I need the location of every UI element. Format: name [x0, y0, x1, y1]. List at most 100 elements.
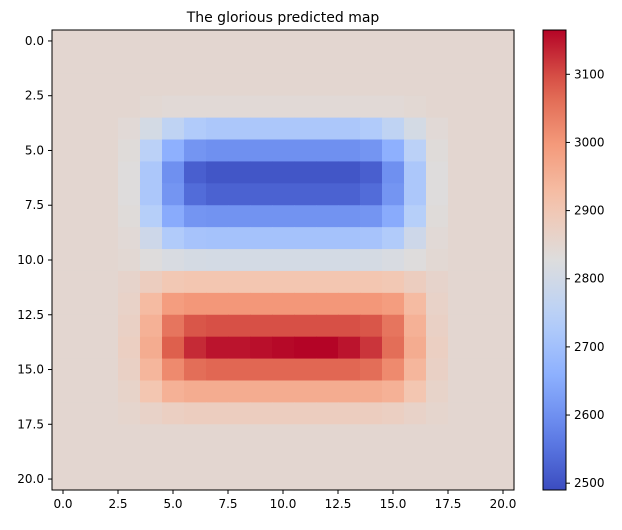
heatmap-cell — [294, 249, 317, 272]
x-tick-label: 10.0 — [270, 497, 297, 511]
y-tick-label: 0.0 — [25, 34, 44, 48]
heatmap-cell — [52, 139, 75, 163]
heatmap-cell — [492, 117, 515, 141]
heatmap-cell — [250, 95, 273, 119]
heatmap-cell — [426, 183, 449, 206]
heatmap-cell — [228, 292, 251, 316]
heatmap-cell — [272, 51, 295, 75]
heatmap-cell — [206, 183, 229, 206]
heatmap-cell — [382, 249, 405, 272]
heatmap-cell — [118, 139, 141, 163]
heatmap-cell — [184, 446, 207, 469]
heatmap-cell — [184, 270, 207, 294]
heatmap-cell — [140, 30, 163, 53]
heatmap-cell — [470, 205, 493, 228]
heatmap-cell — [492, 51, 515, 75]
heatmap-cell — [382, 139, 405, 163]
heatmap-cell — [382, 292, 405, 316]
heatmap-cell — [206, 227, 229, 250]
heatmap-cell — [206, 292, 229, 316]
heatmap-cell — [96, 161, 119, 184]
colorbar-tick-label: 3000 — [574, 135, 605, 149]
heatmap-cell — [382, 183, 405, 206]
heatmap-cell — [228, 117, 251, 141]
heatmap-cell — [316, 468, 339, 491]
heatmap-cell — [228, 402, 251, 425]
heatmap-cell — [426, 446, 449, 469]
heatmap-cell — [96, 270, 119, 294]
heatmap-cell — [250, 468, 273, 491]
heatmap-cell — [360, 95, 383, 119]
heatmap-cell — [250, 73, 273, 97]
heatmap-cell — [162, 30, 185, 53]
heatmap-cell — [272, 117, 295, 141]
heatmap-cell — [338, 314, 361, 338]
heatmap-cell — [272, 292, 295, 316]
heatmap-cell — [206, 468, 229, 491]
heatmap-cell — [360, 183, 383, 206]
heatmap-cell — [206, 402, 229, 425]
heatmap-cell — [206, 446, 229, 469]
colorbar-tick-label: 2800 — [574, 272, 605, 286]
heatmap-cell — [52, 380, 75, 403]
heatmap-cell — [360, 51, 383, 75]
heatmap-cell — [250, 424, 273, 447]
heatmap-cell — [162, 424, 185, 447]
heatmap-cell — [74, 227, 97, 250]
heatmap-cell — [426, 380, 449, 403]
heatmap-cell — [228, 161, 251, 184]
heatmap-cell — [338, 249, 361, 272]
heatmap-cell — [470, 292, 493, 316]
heatmap-cell — [382, 30, 405, 53]
heatmap-cell — [228, 270, 251, 294]
heatmap-cell — [426, 227, 449, 250]
heatmap-cell — [162, 446, 185, 469]
colorbar-axis: 2500 2600 2700 2800 2900 3000 3100 — [566, 67, 605, 490]
heatmap-cell — [404, 446, 427, 469]
heatmap-cell — [162, 183, 185, 206]
heatmap-cell — [162, 73, 185, 97]
heatmap-cell — [360, 336, 383, 360]
heatmap-cell — [338, 161, 361, 184]
heatmap-cell — [360, 424, 383, 447]
heatmap-cell — [184, 30, 207, 53]
heatmap-cell — [338, 51, 361, 75]
heatmap-cell — [74, 402, 97, 425]
heatmap-cell — [294, 424, 317, 447]
heatmap-cell — [492, 30, 515, 53]
heatmap-cell — [272, 446, 295, 469]
heatmap-cell — [382, 117, 405, 141]
heatmap-cell — [96, 205, 119, 228]
heatmap-cell — [360, 139, 383, 163]
heatmap-cell — [360, 270, 383, 294]
heatmap-cell — [404, 205, 427, 228]
heatmap-cell — [294, 358, 317, 382]
heatmap-cell — [492, 424, 515, 447]
heatmap-cell — [96, 314, 119, 338]
y-tick-label: 10.0 — [17, 253, 44, 267]
heatmap-cell — [162, 336, 185, 360]
heatmap-cell — [338, 270, 361, 294]
heatmap-cell — [96, 336, 119, 360]
heatmap-cell — [448, 30, 471, 53]
heatmap-cell — [426, 139, 449, 163]
heatmap-cell — [74, 314, 97, 338]
heatmap-cell — [338, 468, 361, 491]
heatmap-cell — [272, 358, 295, 382]
heatmap-cell — [426, 249, 449, 272]
x-tick-label: 15.0 — [380, 497, 407, 511]
heatmap-cell — [140, 227, 163, 250]
heatmap-cell — [338, 205, 361, 228]
heatmap-cell — [338, 380, 361, 403]
heatmap-cell — [272, 314, 295, 338]
heatmap-cell — [118, 117, 141, 141]
heatmap-cell — [448, 402, 471, 425]
heatmap-cell — [338, 117, 361, 141]
heatmap-cell — [74, 51, 97, 75]
heatmap-cell — [74, 30, 97, 53]
heatmap-cell — [382, 468, 405, 491]
heatmap-cell — [184, 468, 207, 491]
heatmap-cell — [404, 139, 427, 163]
heatmap-cell — [140, 249, 163, 272]
heatmap-cell — [140, 468, 163, 491]
